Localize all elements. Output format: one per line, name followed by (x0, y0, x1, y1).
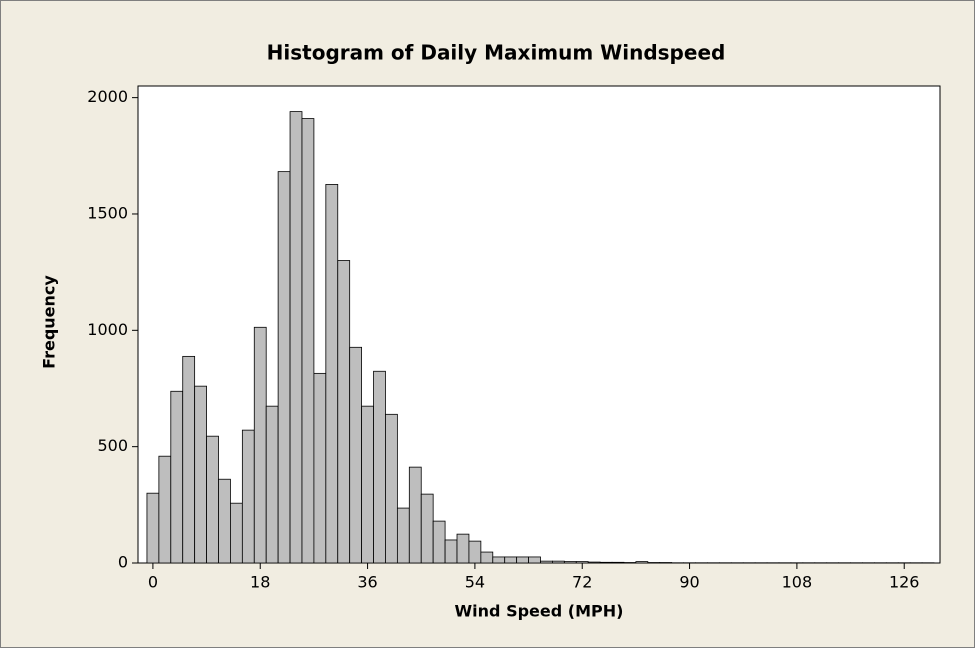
bar (265, 405, 279, 564)
bar (373, 370, 386, 564)
bar (516, 556, 529, 564)
bar (528, 556, 541, 564)
x-tick-label: 90 (679, 573, 699, 592)
chart-title: Histogram of Daily Maximum Windspeed (267, 41, 726, 65)
x-axis-label: Wind Speed (MPH) (455, 602, 624, 621)
bar (480, 551, 494, 564)
bar (301, 118, 315, 564)
y-tick-label: 2000 (87, 87, 128, 106)
y-tick-label: 0 (118, 553, 128, 572)
bar (456, 533, 470, 564)
bar (253, 326, 267, 564)
bar (575, 561, 589, 564)
x-tick-label: 0 (148, 573, 158, 592)
x-tick-label: 126 (889, 573, 920, 592)
bar (194, 385, 207, 564)
bar (420, 493, 434, 564)
bar (325, 184, 339, 564)
y-tick-label: 1500 (87, 203, 128, 222)
bar (635, 561, 649, 564)
bar (396, 507, 410, 564)
bar (468, 540, 482, 564)
bar (444, 539, 458, 564)
bar (349, 346, 363, 564)
bar (182, 355, 196, 564)
bar (385, 413, 398, 564)
x-tick-label: 54 (465, 573, 485, 592)
bar (230, 502, 243, 564)
bar (170, 390, 184, 564)
y-tick-label: 500 (97, 436, 128, 455)
bar (504, 556, 518, 564)
x-tick-label: 18 (250, 573, 270, 592)
bar (432, 520, 446, 564)
x-tick-label: 72 (572, 573, 592, 592)
bar (599, 561, 613, 564)
bar (313, 372, 327, 564)
x-tick-label: 36 (357, 573, 377, 592)
y-axis-label: Frequency (40, 275, 59, 369)
bar (540, 560, 553, 564)
bar (611, 561, 625, 564)
bar (289, 111, 303, 564)
bar (408, 466, 422, 564)
bar (563, 561, 577, 564)
bar (492, 556, 506, 564)
bar (552, 560, 565, 564)
bar (337, 260, 351, 564)
x-tick-label: 108 (782, 573, 813, 592)
bar (206, 435, 219, 564)
bar (277, 171, 291, 564)
y-tick-label: 1000 (87, 320, 128, 339)
bar (218, 478, 231, 564)
bar (587, 561, 601, 564)
bar (158, 455, 172, 564)
bar (146, 492, 160, 564)
bar (241, 429, 255, 564)
bar (361, 405, 374, 564)
